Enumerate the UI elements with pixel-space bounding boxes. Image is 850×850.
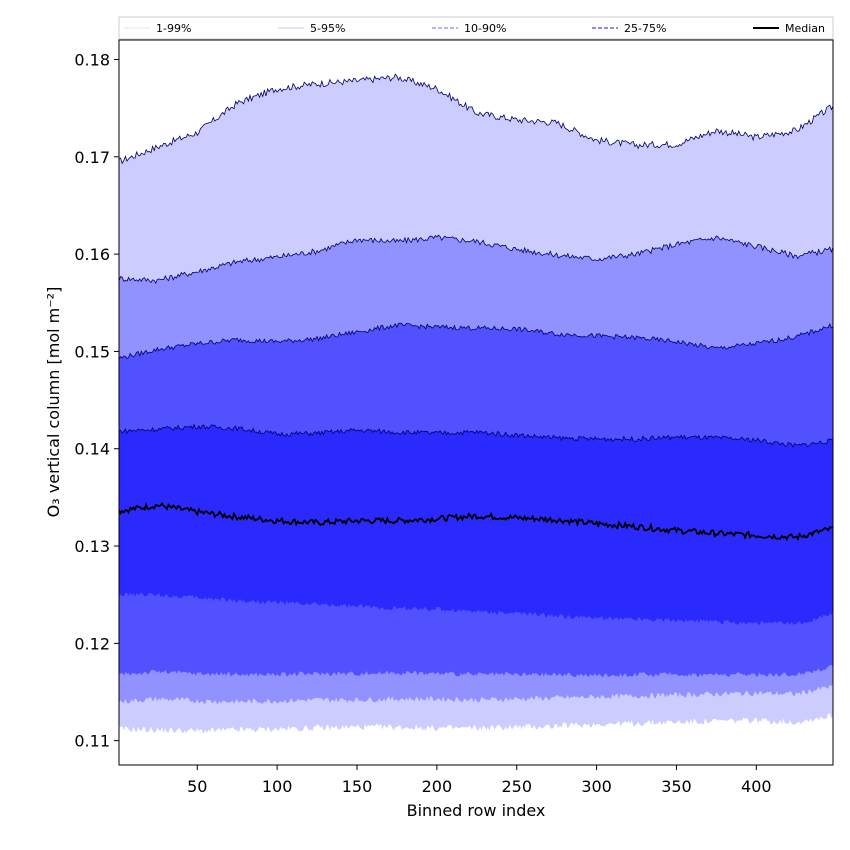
band-25-75-upper-line: [119, 423, 833, 448]
legend-label: 25-75%: [624, 22, 666, 35]
legend-label: 1-99%: [156, 22, 191, 35]
x-tick-label: 200: [422, 777, 453, 796]
band-5-95-upper-line: [119, 234, 833, 285]
y-axis: 0.11 0.12 0.13 0.14 0.15 0.16 0.17 0.18: [74, 50, 119, 751]
x-tick-label: 400: [741, 777, 772, 796]
y-tick-label: 0.16: [74, 245, 110, 264]
x-tick-label: 250: [501, 777, 532, 796]
legend-label: 10-90%: [464, 22, 506, 35]
y-tick-label: 0.18: [74, 50, 110, 69]
band-25-75-area: [119, 424, 833, 625]
y-tick-label: 0.14: [74, 440, 110, 459]
band-1-99-upper-line: [119, 73, 833, 165]
x-tick-label: 350: [661, 777, 692, 796]
legend-label: 5-95%: [310, 22, 345, 35]
x-axis-label: Binned row index: [407, 801, 546, 820]
x-axis: 50 100 150 200 250 300 350 400: [187, 765, 772, 796]
percentile-bands: [119, 74, 833, 734]
y-tick-label: 0.17: [74, 148, 110, 167]
x-tick-label: 50: [187, 777, 207, 796]
y-tick-label: 0.15: [74, 342, 110, 361]
legend-box: [118, 16, 834, 40]
legend-label: Median: [785, 22, 825, 35]
y-axis-label: O₃ vertical column [mol m⁻²]: [44, 287, 63, 518]
y-tick-label: 0.12: [74, 634, 110, 653]
x-tick-label: 150: [342, 777, 373, 796]
x-tick-label: 100: [262, 777, 293, 796]
band-10-90-upper-line: [119, 322, 833, 360]
x-tick-label: 300: [581, 777, 612, 796]
plot-frame: [118, 39, 834, 766]
y-tick-label: 0.13: [74, 537, 110, 556]
legend: 1-99% 5-95% 10-90% 25-75% Median: [118, 16, 834, 40]
y-tick-label: 0.11: [74, 732, 110, 751]
percentile-lines: [119, 73, 833, 542]
median-line: [119, 501, 833, 542]
